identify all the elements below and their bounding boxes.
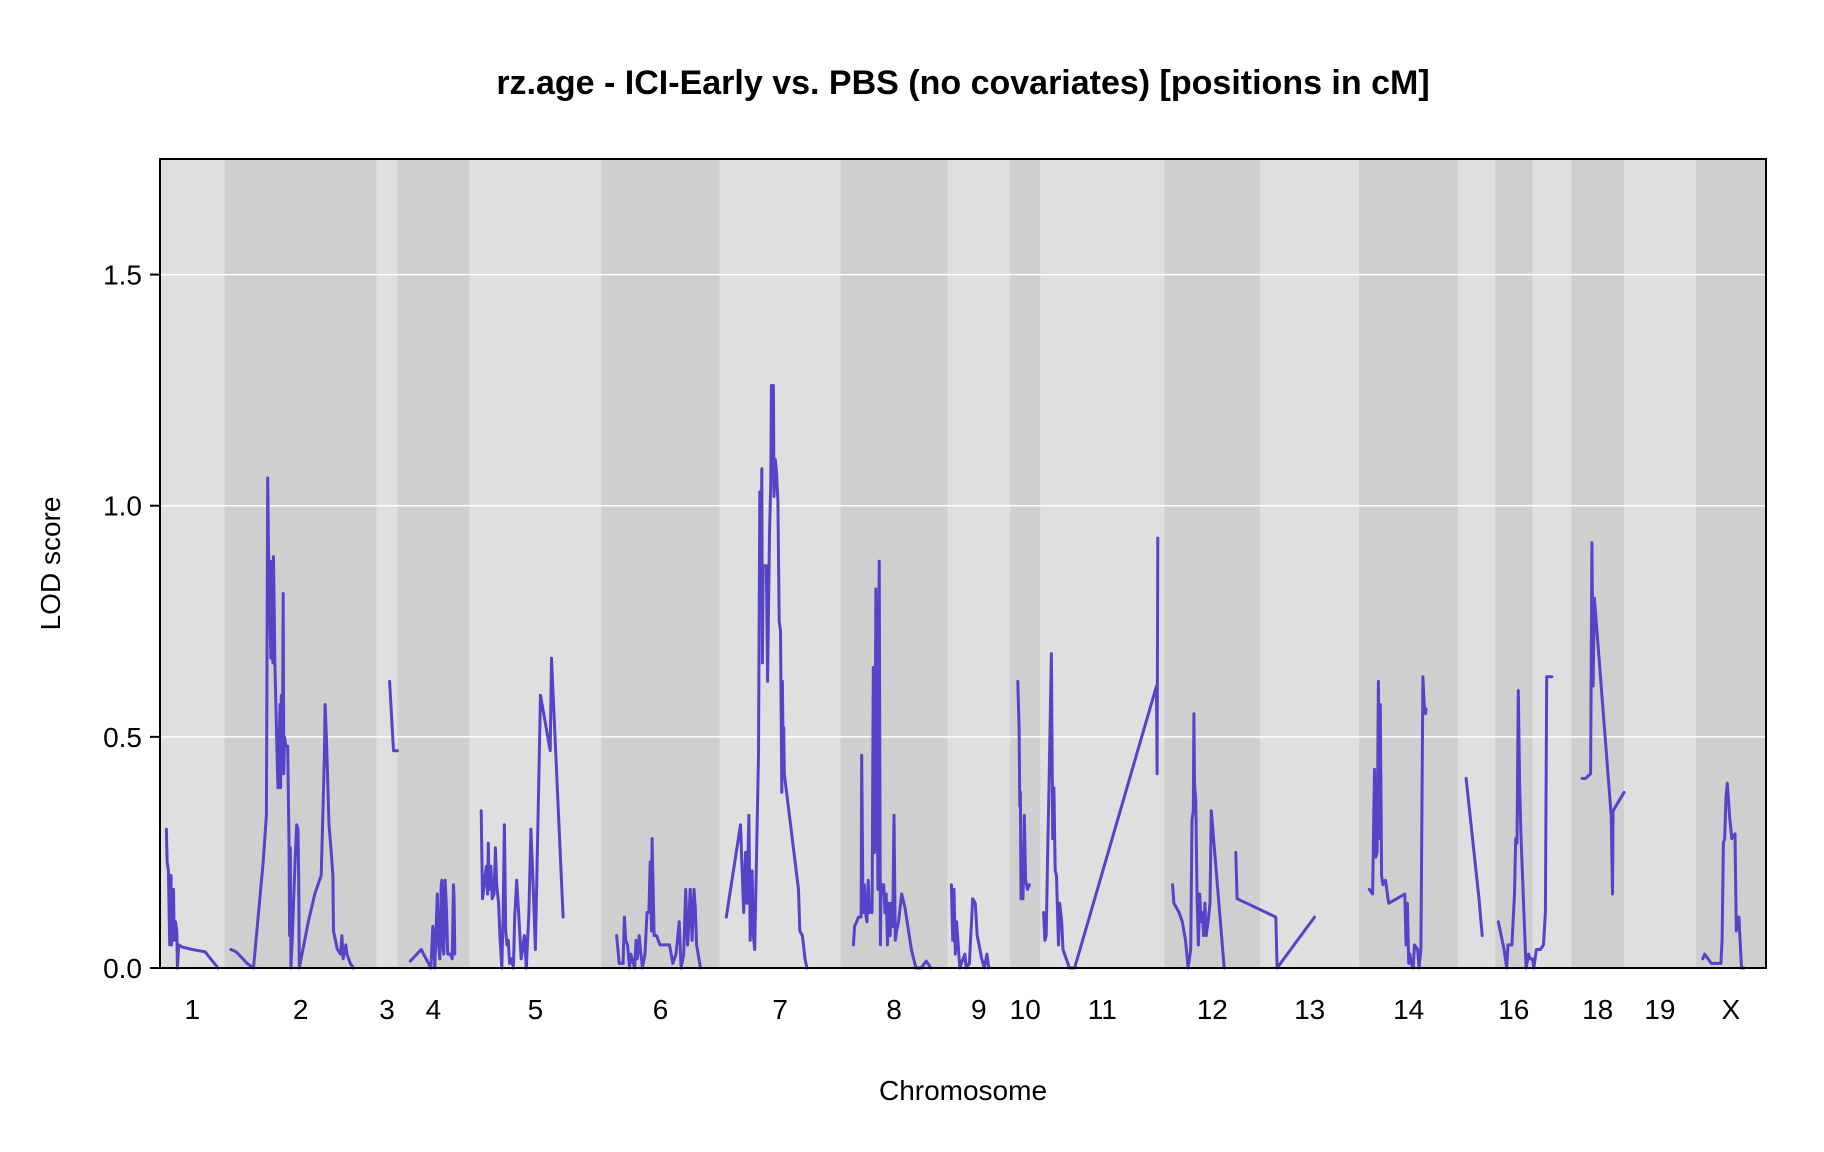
chromosome-band-3	[376, 159, 398, 968]
chromosome-band-18	[1571, 159, 1625, 968]
lod-line-segment-0-14	[1464, 777, 1484, 938]
chromosome-band-5	[469, 159, 602, 968]
y-tick-label: 1.5	[103, 260, 142, 291]
chromosome-band-11	[1040, 159, 1165, 968]
chromosome-band-17	[1532, 159, 1572, 968]
plot-frame	[159, 158, 1767, 969]
lod-line-segment-0-0	[164, 827, 220, 970]
chromosome-band-2	[224, 159, 377, 968]
chromosome-label-11: 11	[1088, 994, 1117, 1025]
lod-line-segment-0-13	[1367, 675, 1428, 970]
chromosome-band-X	[1695, 159, 1766, 968]
chart-title: rz.age - ICI-Early vs. PBS (no covariate…	[496, 64, 1429, 102]
chromosome-band-13	[1260, 159, 1360, 968]
x-axis-label: Chromosome	[879, 1075, 1047, 1106]
chromosome-band-15	[1458, 159, 1496, 968]
chromosome-band-6	[601, 159, 720, 968]
chromosome-label-14: 14	[1393, 994, 1424, 1025]
y-ticks: 0.0 0.5 1.0 1.5	[103, 260, 160, 984]
lod-series	[164, 384, 1746, 970]
lod-line-segment-0-3	[408, 878, 457, 970]
lod-line-segment-0-16	[1580, 541, 1626, 896]
chromosome-band-16	[1495, 159, 1533, 968]
lod-line-segment-0-11	[1171, 712, 1226, 970]
chromosome-label-6: 6	[653, 994, 669, 1025]
chromosome-label-7: 7	[772, 994, 788, 1025]
chromosome-label-12: 12	[1197, 994, 1228, 1025]
lod-line-segment-0-4	[479, 656, 565, 970]
lod-line-segment-0-17	[1701, 781, 1746, 970]
y-gridlines	[160, 273, 1766, 738]
chromosome-label-4: 4	[426, 994, 442, 1025]
chromosome-label-5: 5	[528, 994, 544, 1025]
chromosome-band-19	[1624, 159, 1696, 968]
chromosome-label-18: 18	[1582, 994, 1613, 1025]
y-tick-label: 1.0	[103, 491, 142, 522]
lod-line-segment-0-8	[949, 883, 991, 970]
lod-line-segment-0-5	[615, 837, 702, 970]
lod-line-segment-0-2	[388, 679, 399, 753]
lod-line-segment-0-15	[1496, 675, 1554, 970]
lod-line-segment-0-7	[851, 559, 933, 970]
chromosome-label-16: 16	[1498, 994, 1529, 1025]
chromosome-bands	[160, 159, 1766, 968]
chromosome-label-1: 1	[184, 994, 200, 1025]
lod-line-segment-0-9	[1016, 679, 1031, 901]
chromosome-label-10: 10	[1010, 994, 1041, 1025]
chromosome-band-4	[397, 159, 470, 968]
x-ticks: 1 2 3 4 5 6 7 8 9 10 11 12 13 14 16 18 19 X	[184, 994, 1740, 1025]
lod-line-segment-0-6	[724, 384, 809, 970]
chromosome-label-19: 19	[1644, 994, 1675, 1025]
y-axis-label: LOD score	[35, 497, 66, 631]
chromosome-label-X: X	[1722, 994, 1741, 1025]
chromosome-band-9	[947, 159, 1011, 968]
chromosome-label-8: 8	[886, 994, 902, 1025]
chromosome-label-3: 3	[379, 994, 395, 1025]
chromosome-label-2: 2	[293, 994, 309, 1025]
lod-line-segment-0-12	[1234, 850, 1316, 970]
chromosome-label-9: 9	[971, 994, 987, 1025]
y-tick-label: 0.5	[103, 722, 142, 753]
lod-line-segment-0-1	[229, 476, 355, 970]
chromosome-band-1	[160, 159, 225, 968]
y-tick-label: 0.0	[103, 953, 142, 984]
chromosome-label-13: 13	[1294, 994, 1325, 1025]
